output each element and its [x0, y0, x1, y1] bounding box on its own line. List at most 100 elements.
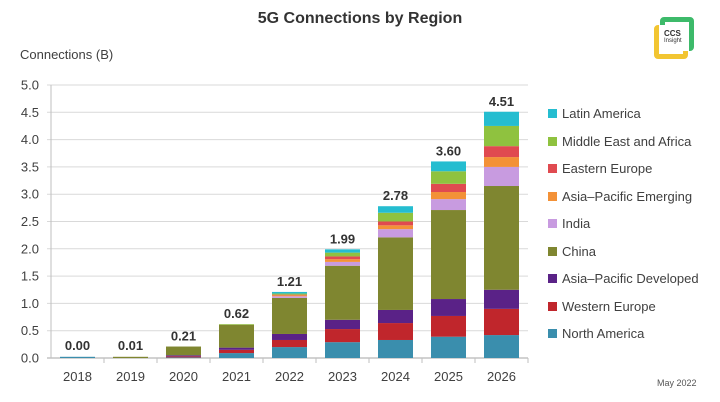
total-data-label: 4.51 — [489, 94, 514, 109]
bar-segment-china — [272, 297, 307, 334]
bar-segment-north-america — [166, 357, 201, 359]
total-data-label: 1.99 — [330, 231, 355, 246]
bar-segment-western-europe — [272, 339, 307, 348]
x-tick-label: 2024 — [381, 369, 410, 384]
y-tick-label: 0.0 — [21, 351, 39, 366]
legend-item: Eastern Europe — [548, 155, 699, 183]
y-axis-label: Connections (B) — [20, 47, 114, 62]
legend-label: China — [562, 243, 596, 259]
legend-swatch — [548, 164, 557, 174]
y-tick-label: 3.5 — [21, 159, 39, 174]
legend-swatch — [548, 301, 557, 311]
logo-text-line2: Insight — [664, 38, 682, 44]
bar-segment-north-america — [484, 335, 519, 358]
bar-segment-asia-pacific-emerging — [378, 225, 413, 230]
bar-segment-latin-america — [325, 249, 360, 253]
legend-label: Western Europe — [562, 298, 656, 314]
bar-segment-middle-east-and-africa — [431, 171, 466, 184]
legend-swatch — [548, 219, 557, 229]
ccs-insight-logo: CCS Insight — [654, 17, 694, 59]
bar-segment-latin-america — [431, 161, 466, 172]
legend-label: North America — [562, 326, 645, 342]
x-tick-label: 2026 — [487, 369, 516, 384]
x-tick-label: 2020 — [169, 369, 198, 384]
bar-segment-western-europe — [378, 323, 413, 340]
y-tick-label: 1.0 — [21, 296, 39, 311]
bar-segment-baseline — [60, 356, 95, 358]
legend-item: Middle East and Africa — [548, 128, 699, 156]
bar-segment-eastern-europe — [431, 183, 466, 193]
y-tick-label: 1.5 — [21, 269, 39, 284]
y-tick-label: 2.0 — [21, 241, 39, 256]
legend-swatch — [548, 136, 557, 146]
bar-segment-latin-america — [378, 206, 413, 213]
total-data-label: 3.60 — [436, 143, 461, 158]
chart-title: 5G Connections by Region — [257, 10, 463, 27]
bar-segment-asia-pacific-emerging — [272, 295, 307, 297]
bar-segment-eastern-europe — [484, 146, 519, 158]
bar-segment-india — [484, 166, 519, 187]
bar-segment-middle-east-and-africa — [325, 252, 360, 257]
bar-segment-asia-pacific-emerging — [325, 259, 360, 262]
bar-segment-asia-pacific-developed — [484, 289, 519, 309]
bar-segment-china — [378, 237, 413, 310]
publication-date: May 2022 — [657, 378, 697, 388]
y-tick-label: 2.5 — [21, 214, 39, 229]
y-tick-label: 0.5 — [21, 323, 39, 338]
legend-swatch — [548, 274, 557, 284]
bar-segment-middle-east-and-africa — [378, 212, 413, 222]
y-tick-label: 5.0 — [21, 78, 39, 93]
bar-segment-latin-america — [484, 111, 519, 126]
bar-segment-china — [166, 346, 201, 356]
x-tick-label: 2021 — [222, 369, 251, 384]
legend-swatch — [548, 246, 557, 256]
bar-segment-north-america — [325, 342, 360, 358]
bar-segment-baseline — [113, 356, 148, 358]
bar-segment-middle-east-and-africa — [272, 293, 307, 295]
bar-segment-eastern-europe — [378, 221, 413, 226]
bar-segment-western-europe — [325, 329, 360, 343]
total-data-label: 0.01 — [118, 338, 143, 353]
legend-label: Asia–Pacific Emerging — [562, 188, 693, 204]
bar-segment-china — [325, 265, 360, 320]
legend-label: Middle East and Africa — [562, 133, 692, 149]
bar-segment-china — [219, 324, 254, 348]
bar-segment-eastern-europe — [325, 256, 360, 260]
bar-segment-china — [484, 186, 519, 290]
total-data-label: 1.21 — [277, 274, 302, 289]
x-tick-label: 2023 — [328, 369, 357, 384]
x-tick-label: 2022 — [275, 369, 304, 384]
y-tick-label: 4.5 — [21, 105, 39, 120]
bar-segment-middle-east-and-africa — [484, 125, 519, 147]
x-tick-label: 2018 — [63, 369, 92, 384]
bar-segment-asia-pacific-developed — [219, 347, 254, 350]
bar-segment-western-europe — [219, 349, 254, 354]
logo-text-line1: CCS — [664, 29, 681, 38]
bar-segment-western-europe — [431, 315, 466, 337]
legend-label: India — [562, 216, 591, 232]
bar-segment-india — [325, 261, 360, 266]
bar-segment-asia-pacific-developed — [378, 309, 413, 324]
bar-segment-north-america — [219, 353, 254, 358]
bar-segment-north-america — [272, 347, 307, 358]
bar-segment-india — [431, 199, 466, 211]
bar-segment-latin-america — [272, 291, 307, 294]
total-data-label: 0.00 — [65, 338, 90, 353]
bar-segment-middle-east-and-africa — [219, 324, 254, 325]
legend-swatch — [548, 329, 557, 339]
bar-segment-eastern-europe — [272, 294, 307, 296]
legend-label: Eastern Europe — [562, 161, 653, 177]
bar-segment-asia-pacific-emerging — [484, 157, 519, 167]
bar-segment-western-europe — [166, 356, 201, 358]
y-tick-label: 4.0 — [21, 132, 39, 147]
total-data-label: 0.62 — [224, 306, 249, 321]
legend-item: Latin America — [548, 100, 699, 128]
y-tick-label: 3.0 — [21, 187, 39, 202]
legend-label: Latin America — [562, 106, 641, 122]
bar-segment-asia-pacific-emerging — [431, 192, 466, 200]
legend-swatch — [548, 191, 557, 201]
legend-item: India — [548, 210, 699, 238]
bar-segment-north-america — [378, 339, 413, 358]
legend-item: Asia–Pacific Emerging — [548, 183, 699, 211]
